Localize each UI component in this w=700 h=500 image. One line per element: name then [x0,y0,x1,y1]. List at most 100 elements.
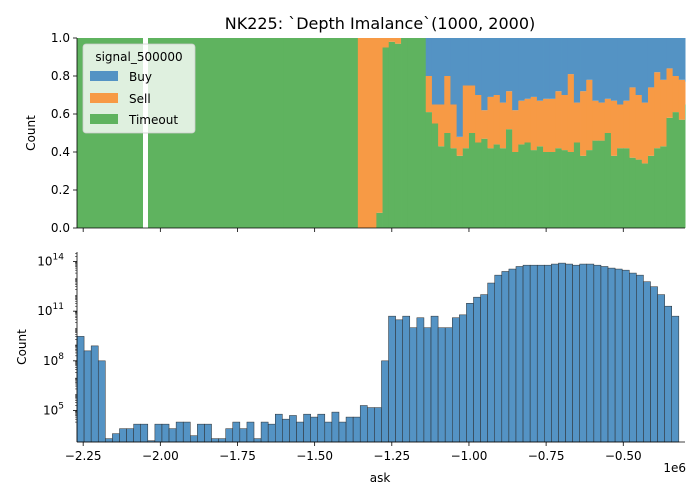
histogram-bar [551,263,559,443]
stack-segment-timeout [654,148,661,228]
bottom-x-tick-label: −1.50 [296,449,333,463]
stack-segment-buy [518,38,525,101]
stack-segment-timeout [647,155,655,228]
stack-segment-timeout [580,155,587,228]
legend-swatch-buy [90,71,118,81]
stack-segment-buy [475,38,482,95]
stack-segment-timeout [629,157,637,228]
histogram-bar [310,416,318,443]
stack-segment-sell [512,110,519,152]
bottom-x-tick-label: −0.75 [528,449,565,463]
histogram-bar [621,269,630,443]
bottom-y-tick-label: 108 [43,352,64,368]
top-y-tick-label: 0.8 [51,69,70,83]
histogram-bar [317,413,326,443]
stack-segment-sell [549,98,556,152]
stack-segment-timeout [604,133,612,228]
stack-segment-sell [672,76,680,113]
stack-segment-sell [543,98,550,152]
histogram-bar [345,416,354,443]
histogram-bar [395,319,403,443]
stack-segment-sell [376,38,383,213]
histogram-bar [536,264,545,443]
stack-segment-buy [660,38,667,80]
histogram-bar [579,263,588,443]
stack-segment-timeout [598,140,606,228]
histogram-bar [126,428,134,443]
stack-segment-timeout [413,38,420,228]
x-offset-label: 1e6 [663,461,686,475]
stack-segment-sell [450,104,458,149]
top-panel: 0.0 0.2 0.4 0.6 0.8 1.0 Count signal_500000 B… [24,31,686,235]
stack-segment-buy [487,38,495,97]
stack-segment-buy [468,38,476,86]
legend-label-sell: Sell [129,92,151,106]
stack-segment-timeout [388,41,396,228]
histogram-bars [76,262,680,443]
stack-segment-timeout [635,159,643,228]
histogram-bar [168,428,177,443]
stack-segment-sell [678,79,686,120]
stack-segment-buy [678,38,686,80]
stack-segment-sell [666,68,674,118]
stack-segment-sell [425,76,433,113]
stack-segment-timeout [573,142,581,228]
stack-segment-timeout [518,144,525,228]
stack-segment-buy [555,38,562,92]
histogram-bar [388,315,396,443]
stack-segment-timeout [419,38,427,228]
stack-segment-sell [604,98,612,133]
histogram-bar [225,428,234,443]
stack-segment-buy [685,38,686,82]
bottom-x-tick-label: −1.25 [373,449,410,463]
histogram-bar [303,413,311,443]
bottom-y-tick-label: 1014 [37,253,64,269]
stack-segment-timeout [549,152,556,228]
histogram-bar [565,263,573,443]
stack-segment-buy [647,38,655,88]
top-y-tick-label: 0.0 [51,221,70,235]
bottom-x-tick-label: −2.25 [65,449,102,463]
stack-segment-timeout [499,148,507,228]
stack-segment-sell [382,38,390,48]
stack-segment-timeout [543,152,550,228]
histogram-bar [529,264,538,443]
stack-segment-buy [499,38,507,103]
stack-segment-timeout [475,142,482,228]
stack-segment-timeout [617,148,624,228]
bottom-y-axis-label: Count [15,329,29,365]
histogram-bar [466,303,474,443]
stack-segment-sell [487,96,495,149]
stack-segment-buy [641,38,649,103]
histogram-bar [437,327,446,443]
bottom-x-tick-label: −0.50 [605,449,642,463]
histogram-bar [600,266,609,443]
stack-segment-timeout [456,155,464,228]
histogram-bar [267,423,276,443]
stack-segment-timeout [505,129,513,228]
stack-segment-sell [555,91,562,149]
stack-segment-timeout [283,38,359,228]
stack-segment-timeout [431,123,439,228]
stack-segment-sell [567,74,575,152]
top-y-axis-label: Count [24,115,38,151]
bottom-y-tick-label: 1011 [37,302,64,318]
bottom-x-tick-label: −1.75 [219,449,256,463]
histogram-bar [544,264,552,443]
histogram-bar [650,286,658,443]
histogram-bar [282,418,290,443]
histogram-bar [643,281,651,443]
histogram-bar [211,438,219,443]
stack-segment-timeout [660,146,667,228]
stack-segment-timeout [444,133,451,228]
stack-segment-buy [536,38,544,101]
stack-segment-sell [592,100,599,141]
stack-segment-sell [481,110,488,139]
stack-segment-timeout [610,155,618,228]
histogram-bar [593,264,602,443]
histogram-bar [494,274,503,443]
top-y-ticks: 0.0 0.2 0.4 0.6 0.8 1.0 [51,31,77,235]
histogram-bar [331,411,340,443]
stack-segment-buy [580,38,587,92]
